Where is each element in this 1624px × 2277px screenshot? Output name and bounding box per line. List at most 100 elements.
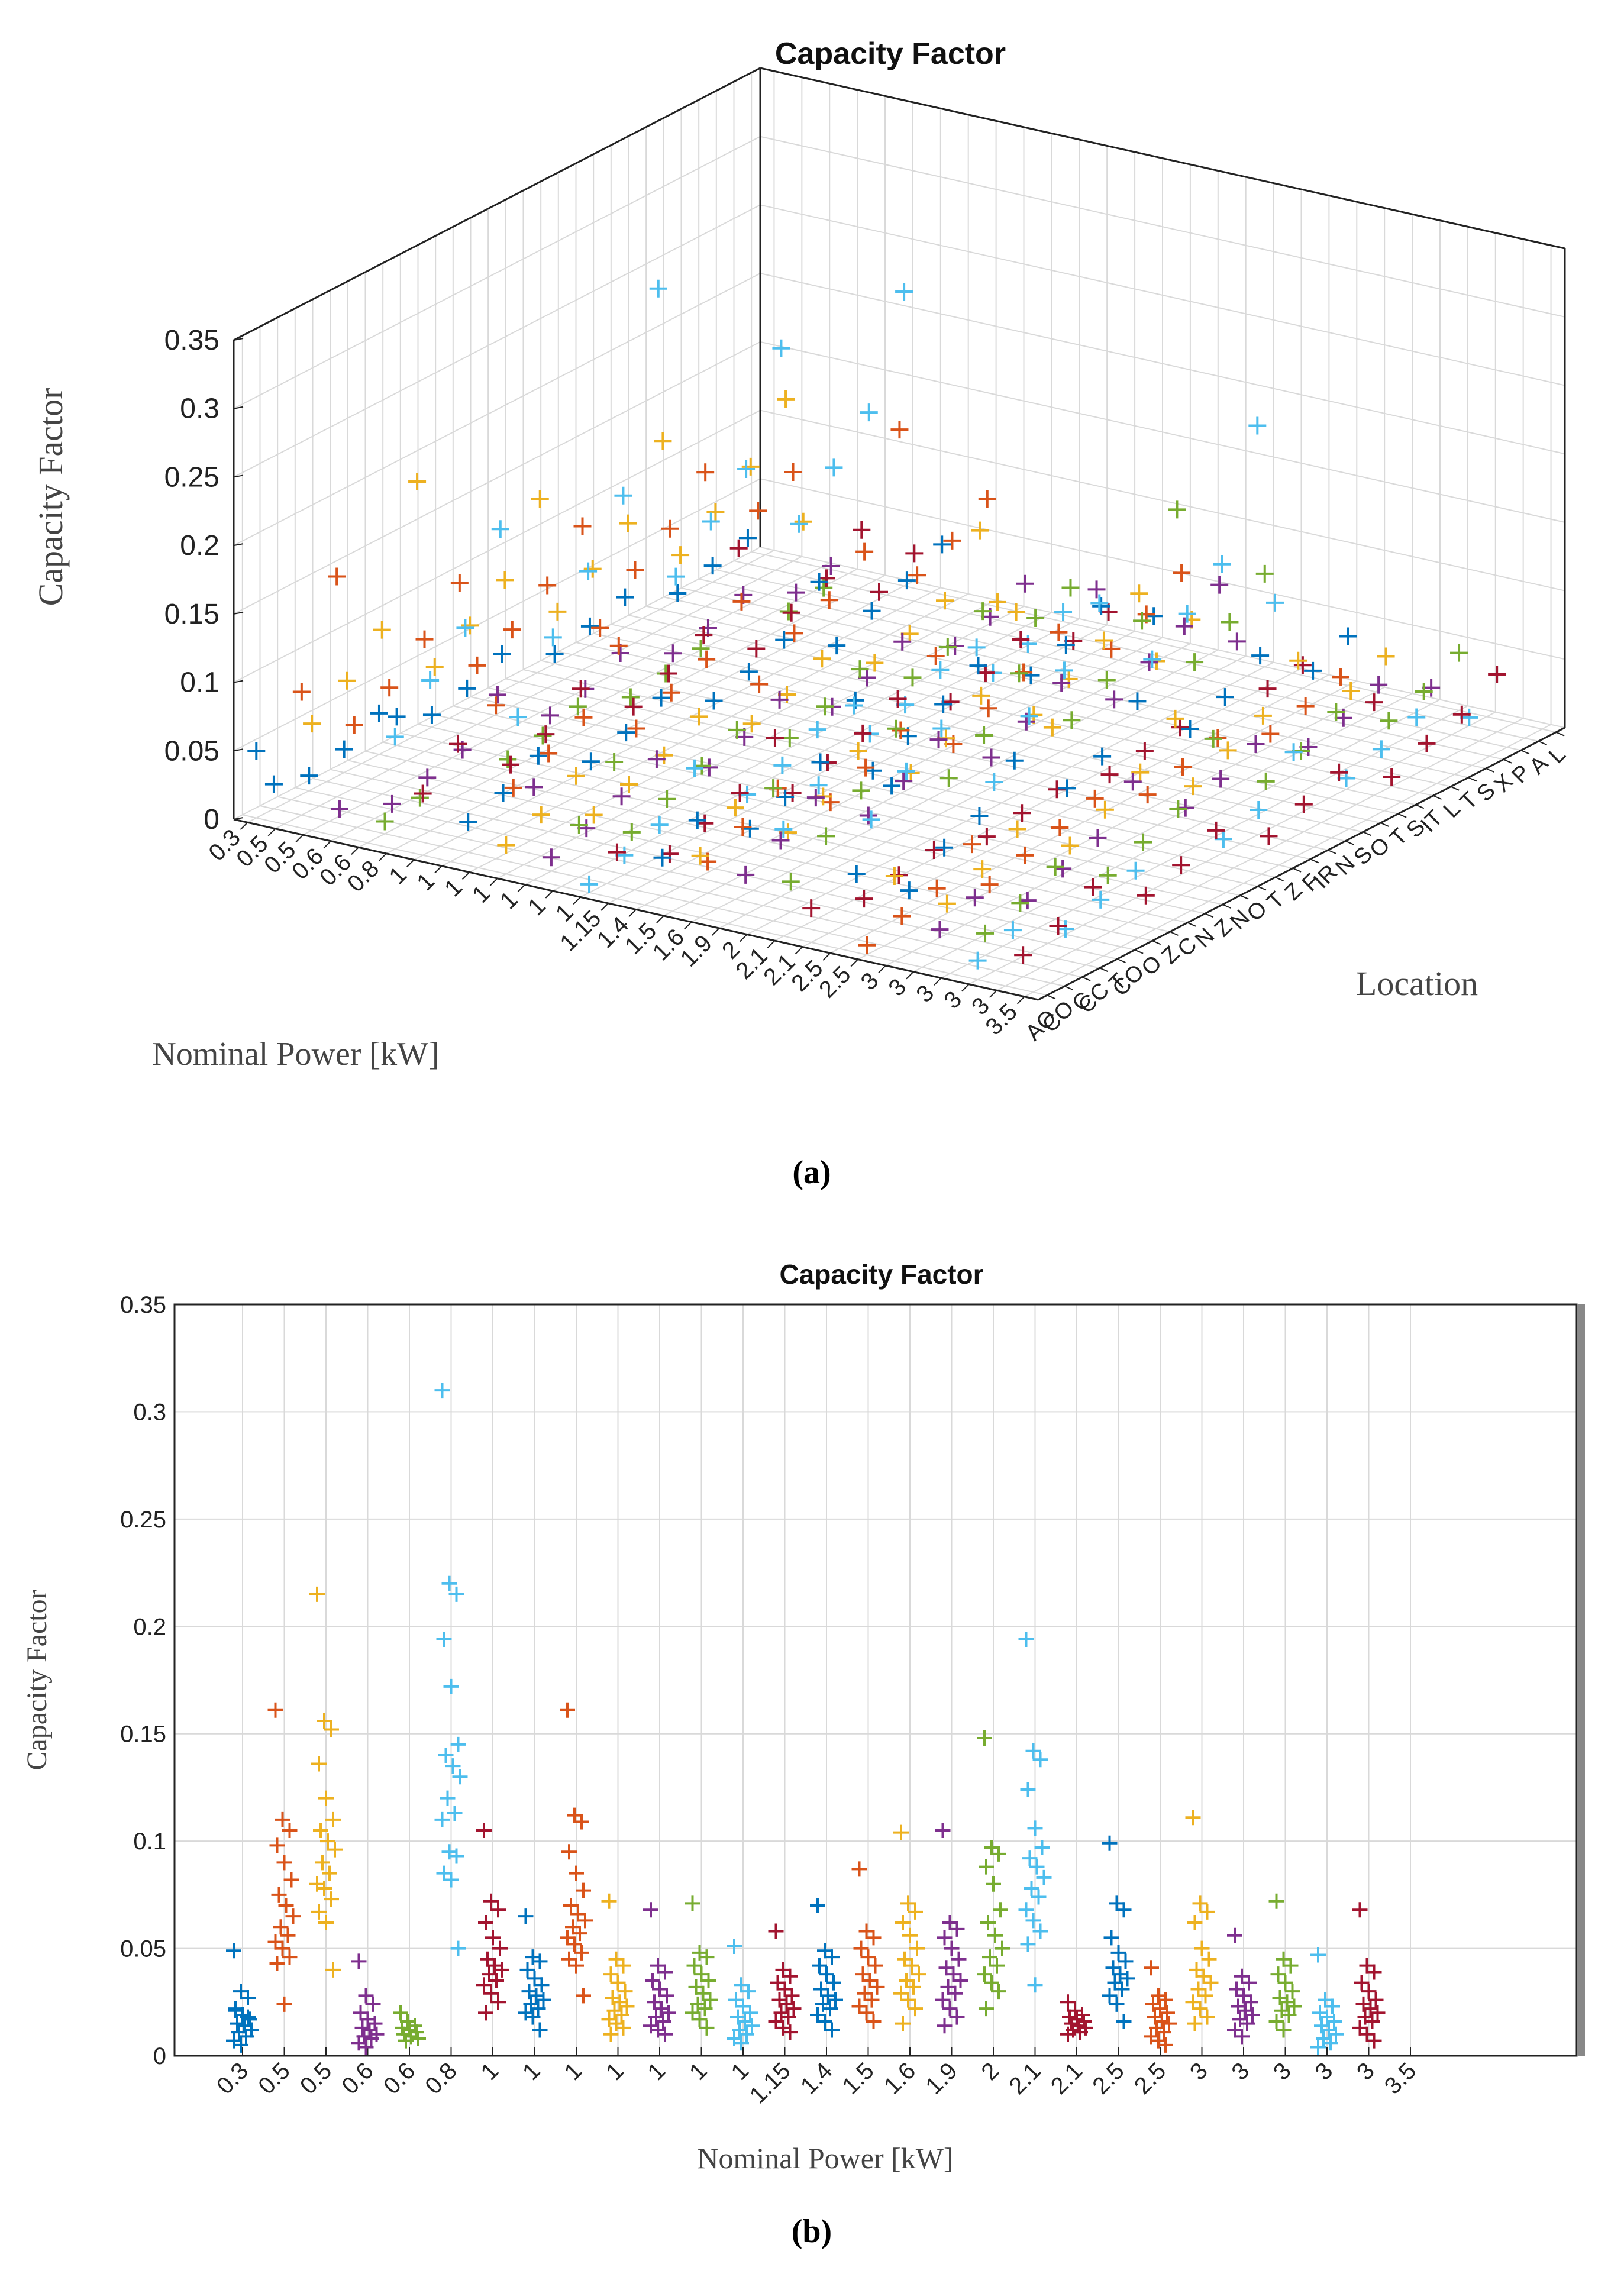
figure-b-point xyxy=(953,1973,968,1988)
figure-b-xtick: 3 xyxy=(1227,2058,1255,2085)
figure-a-point xyxy=(1261,725,1280,743)
figure-b-point xyxy=(561,1844,577,1860)
figure-b-point xyxy=(527,1971,543,1987)
figure-a-grid-floor-y xyxy=(698,578,1504,760)
figure-b-point xyxy=(478,2005,493,2021)
figure-b-point xyxy=(893,1985,909,2001)
figure-a-point xyxy=(782,603,800,622)
figure-a-point xyxy=(775,631,793,649)
figure-a-point xyxy=(1248,416,1267,435)
figure-b-point xyxy=(1284,1984,1300,2000)
figure-b-point xyxy=(1032,1923,1048,1939)
figure-b-point xyxy=(812,1958,827,1974)
figure-b-point xyxy=(238,2029,254,2045)
figure-b-point xyxy=(1022,1850,1038,1866)
figure-a-point xyxy=(975,726,993,744)
figure-a-point xyxy=(1339,627,1357,645)
figure-a-point xyxy=(1296,697,1315,715)
figure-a-point xyxy=(895,772,913,790)
figure-b-point xyxy=(869,1979,885,1995)
figure-a-point xyxy=(811,753,829,771)
figure-a-point xyxy=(858,668,876,687)
figure-a-point xyxy=(415,630,434,648)
figure-b-point xyxy=(525,2009,541,2025)
figure-a-point xyxy=(771,831,790,850)
figure-a-grid-floor-x xyxy=(774,668,1302,941)
figure-b-point xyxy=(895,1915,911,1931)
figure-a-point xyxy=(1255,564,1274,583)
figure-b-point xyxy=(282,1823,298,1838)
figure-a-point xyxy=(934,695,953,713)
figure-b-point xyxy=(1073,2024,1088,2040)
figure-b-point xyxy=(661,2005,676,2021)
figure-a-point xyxy=(908,566,926,584)
figure-b-point xyxy=(1109,1996,1125,2012)
figure-a-point xyxy=(936,592,954,610)
figure-a-point xyxy=(669,584,687,603)
figure-a-point xyxy=(264,775,283,793)
figure-a-point xyxy=(386,728,404,746)
figure-a-point xyxy=(939,769,958,787)
figure-b-point xyxy=(1036,1869,1052,1885)
figure-a-point xyxy=(1016,846,1034,864)
figure-a-point xyxy=(425,658,444,676)
figure-b-point xyxy=(1102,1835,1118,1851)
figure-a-grid-floor-x xyxy=(1024,724,1552,997)
figure-a-point xyxy=(980,876,999,894)
figure-b-point xyxy=(1032,1752,1048,1768)
figure-a-grid-floor-x xyxy=(469,599,997,873)
figure-b-point xyxy=(858,2005,874,2021)
figure-b-point xyxy=(741,1984,756,2000)
figure-b-point xyxy=(944,1940,960,1956)
figure-a-grid-floor-y xyxy=(645,605,1451,787)
figure-a-point xyxy=(852,781,870,800)
figure-a-point xyxy=(1084,878,1102,896)
figure-a-point xyxy=(1452,705,1471,724)
figure-a-y-axis xyxy=(1038,726,1565,1001)
figure-a-3d-scatter: Capacity Factor 0 0.05 0.1 0.15 0.2 0.25 0.3 0.… xyxy=(31,37,1571,1191)
figure-b-point xyxy=(311,1756,327,1772)
figure-b-point xyxy=(686,1958,702,1974)
figure-a-point xyxy=(1137,886,1155,905)
figure-a-point xyxy=(860,403,878,422)
figure-a-point xyxy=(652,689,670,707)
figure-b-ylabel: Capacity Factor xyxy=(21,1590,53,1770)
figure-b-point xyxy=(483,1985,499,2001)
figure-a-point xyxy=(779,602,798,621)
figure-a-point xyxy=(503,621,521,639)
figure-b-xtick: 1 xyxy=(601,2058,629,2085)
figure-b-point xyxy=(283,1872,299,1888)
figure-a-grid-floor-y xyxy=(593,632,1399,815)
figure-b-point xyxy=(275,1940,290,1956)
figure-b-point xyxy=(532,2022,548,2038)
figure-a-point xyxy=(893,907,911,925)
figure-b-point xyxy=(1185,1810,1201,1826)
figure-b-point xyxy=(311,1904,327,1920)
figure-a-point xyxy=(1102,640,1121,658)
figure-b-point xyxy=(351,1953,367,1969)
figure-b-point xyxy=(1323,2035,1338,2051)
figure-b-point xyxy=(478,1915,493,1931)
figure-a-point xyxy=(1383,768,1401,786)
figure-b-point xyxy=(819,1966,834,1982)
figure-a-point xyxy=(1096,800,1114,819)
figure-b-point xyxy=(770,1975,786,1991)
figure-b-caption: (b) xyxy=(792,2213,832,2250)
figure-a-point xyxy=(335,740,353,758)
figure-a-ztick: 0.1 xyxy=(180,667,219,699)
figure-b-point xyxy=(693,1966,709,1982)
figure-a-ztick-mark xyxy=(233,611,244,615)
figure-b-xtick: 1 xyxy=(643,2058,671,2085)
figure-a-xtick-mark xyxy=(461,871,470,880)
figure-b-point xyxy=(899,1973,914,1988)
figure-a-point xyxy=(828,637,846,655)
figure-b-ytick: 0.25 xyxy=(120,1507,166,1533)
figure-b-point xyxy=(535,1992,551,2008)
figure-b-point xyxy=(911,1966,926,1982)
figure-a-xtick-mark xyxy=(240,822,248,830)
figure-a-point xyxy=(659,664,677,683)
figure-a-point xyxy=(383,794,401,813)
figure-a-point xyxy=(649,279,667,298)
figure-b-ytick: 0.15 xyxy=(120,1722,166,1748)
figure-a-point xyxy=(1054,603,1073,621)
